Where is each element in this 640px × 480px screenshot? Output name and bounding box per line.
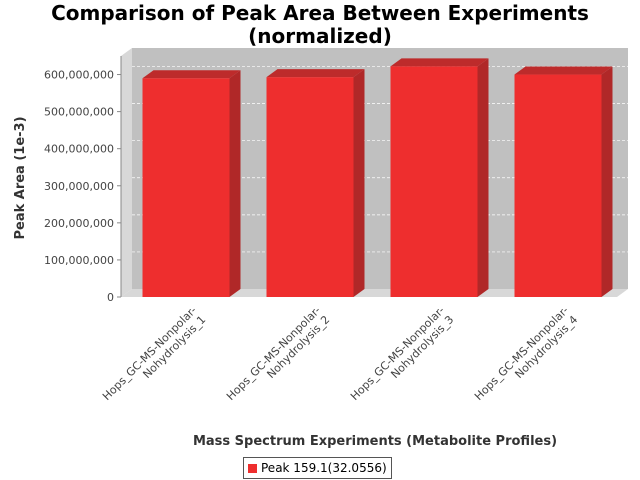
y-tick-label: 100,000,000 (44, 254, 114, 267)
x-tick-label: Hops_GC-MS-Nonpolar-Nohydrolysis_2 (224, 304, 332, 412)
chart-title-line2: (normalized) (248, 24, 392, 48)
x-axis-label: Mass Spectrum Experiments (Metabolite Pr… (193, 434, 557, 449)
x-tick-label: Hops_GC-MS-Nonpolar-Nohydrolysis_3 (348, 304, 456, 412)
legend-label: Peak 159.1(32.0556) (261, 461, 387, 475)
bar-side (601, 66, 613, 298)
legend-swatch (248, 463, 257, 473)
bar (142, 78, 230, 297)
legend: Peak 159.1(32.0556) (243, 457, 392, 479)
x-tick-label: Hops_GC-MS-Nonpolar-Nohydrolysis_1 (100, 304, 208, 412)
y-tick-label: 400,000,000 (44, 143, 114, 156)
y-tick-label: 500,000,000 (44, 106, 114, 119)
bar-top (266, 69, 365, 78)
chart-title: Comparison of Peak Area Between Experime… (0, 2, 640, 48)
chart-title-line1: Comparison of Peak Area Between Experime… (51, 1, 589, 25)
y-tick-label: 200,000,000 (44, 217, 114, 230)
y-tick-label: 600,000,000 (44, 69, 114, 82)
bar-top (390, 58, 489, 67)
x-tick-label-line: Hops_GC-MS-Nonpolar- (100, 304, 199, 403)
y-axis-label: Peak Area (1e-3) (13, 116, 28, 239)
bar-top (142, 70, 241, 79)
bar-side (353, 69, 365, 297)
bar-side (229, 70, 241, 297)
x-tick-label: Hops_GC-MS-Nonpolar-Nohydrolysis_4 (472, 304, 580, 412)
bar (266, 77, 354, 297)
x-tick-label-line: Hops_GC-MS-Nonpolar- (348, 304, 447, 403)
x-tick-label-line: Hops_GC-MS-Nonpolar- (472, 304, 571, 403)
bar-top (514, 66, 613, 75)
x-tick-label-line: Hops_GC-MS-Nonpolar- (224, 304, 323, 403)
plot-floor (121, 289, 628, 297)
y-tick-label: 0 (107, 291, 114, 304)
plot-left-wall (121, 48, 132, 297)
bar (390, 66, 478, 298)
plot-back-wall (132, 48, 628, 289)
y-tick-label: 300,000,000 (44, 180, 114, 193)
bar (514, 74, 602, 298)
bar-side (477, 58, 489, 298)
